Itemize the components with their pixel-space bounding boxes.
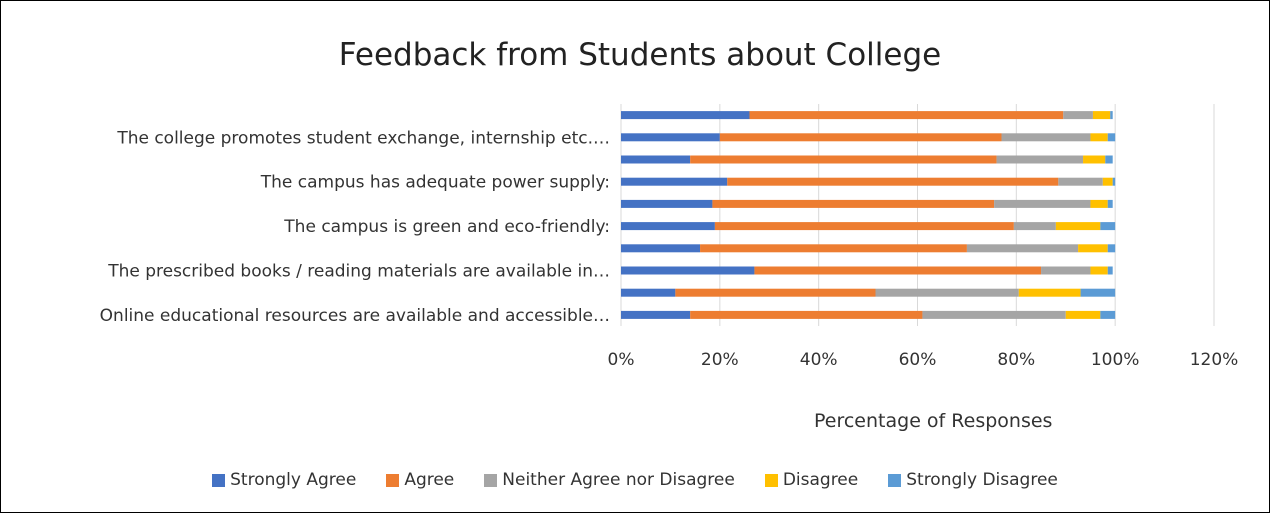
- bar-segment: [1001, 133, 1091, 142]
- bar-segment: [1112, 177, 1116, 186]
- bar-segment: [621, 222, 715, 231]
- bar-segment: [1080, 288, 1116, 297]
- x-axis-title: Percentage of Responses: [814, 410, 1053, 432]
- bar-segment: [1090, 133, 1108, 142]
- bar-segment: [1090, 199, 1108, 208]
- bar-segment: [1018, 288, 1081, 297]
- legend-label: Neither Agree nor Disagree: [502, 470, 735, 490]
- bar-segment: [875, 288, 1019, 297]
- bar-segment: [922, 310, 1066, 319]
- legend-swatch: [888, 473, 902, 487]
- bar-segment: [621, 266, 755, 275]
- x-tick-label: 40%: [800, 350, 838, 370]
- bar-segment: [1107, 266, 1113, 275]
- x-tick-label: 120%: [1190, 350, 1239, 370]
- bar-segment: [1107, 244, 1116, 253]
- bar-segment: [700, 244, 967, 253]
- bar-segment: [1058, 177, 1103, 186]
- legend-item: Neither Agree nor Disagree: [484, 470, 735, 490]
- bar-segment: [621, 155, 691, 164]
- bar-segment: [1090, 266, 1108, 275]
- bar-segment: [1013, 222, 1056, 231]
- bar-segment: [1107, 133, 1116, 142]
- legend-label: Strongly Disagree: [906, 470, 1058, 490]
- bar-segment: [996, 155, 1084, 164]
- bar-segment: [621, 310, 691, 319]
- category-label: The campus is green and eco-friendly:: [283, 217, 610, 237]
- bar-segment: [1078, 244, 1108, 253]
- bar-segment: [621, 133, 720, 142]
- legend-item: Strongly Disagree: [888, 470, 1058, 490]
- x-tick-label: 80%: [997, 350, 1035, 370]
- bar-segment: [675, 288, 876, 297]
- bar-segment: [690, 310, 923, 319]
- bar-segment: [1041, 266, 1091, 275]
- x-tick-label: 100%: [1091, 350, 1140, 370]
- category-label: Online educational resources are availab…: [100, 306, 610, 326]
- legend-label: Agree: [404, 470, 455, 490]
- bar-segment: [1100, 310, 1116, 319]
- bar-segment: [1065, 310, 1101, 319]
- bar-segment: [690, 155, 997, 164]
- chart-title: Feedback from Students about College: [338, 37, 942, 73]
- bar-segment: [1110, 111, 1113, 120]
- legend-swatch: [764, 473, 778, 487]
- bar-segment: [1063, 111, 1093, 120]
- bar-segment: [719, 133, 1002, 142]
- category-label: The campus has adequate power supply:: [260, 173, 610, 193]
- bar-segment: [1107, 199, 1113, 208]
- bar-segment: [994, 199, 1091, 208]
- bar-segment: [712, 199, 995, 208]
- bar-segment: [1092, 111, 1111, 120]
- bar-segment: [727, 177, 1059, 186]
- x-tick-label: 60%: [899, 350, 937, 370]
- bar-segment: [1100, 222, 1116, 231]
- x-tick-label: 0%: [608, 350, 635, 370]
- category-label: The prescribed books / reading materials…: [107, 262, 610, 282]
- legend-label: Strongly Agree: [230, 470, 357, 490]
- bar-segment: [621, 244, 701, 253]
- legend-item: Agree: [386, 470, 454, 490]
- legend: Strongly Agree Agree Neither Agree nor Dis…: [0, 470, 1270, 490]
- bar-segment: [966, 244, 1079, 253]
- bar-segment: [1105, 155, 1113, 164]
- legend-swatch: [484, 473, 498, 487]
- bar-segment: [754, 266, 1042, 275]
- bar-segment: [1083, 155, 1106, 164]
- bar-segment: [621, 111, 750, 120]
- bar-segment: [621, 199, 713, 208]
- bar-segment: [621, 288, 676, 297]
- legend-item: Strongly Agree: [212, 470, 356, 490]
- legend-swatch: [386, 473, 400, 487]
- bar-segment: [749, 111, 1064, 120]
- legend-item: Disagree: [764, 470, 859, 490]
- bar-segment: [1102, 177, 1113, 186]
- x-tick-label: 20%: [701, 350, 739, 370]
- legend-label: Disagree: [782, 470, 859, 490]
- bar-segment: [714, 222, 1014, 231]
- category-label: The college promotes student exchange, i…: [116, 128, 610, 148]
- bar-segment: [621, 177, 728, 186]
- bar-segment: [1055, 222, 1101, 231]
- legend-swatch: [212, 473, 226, 487]
